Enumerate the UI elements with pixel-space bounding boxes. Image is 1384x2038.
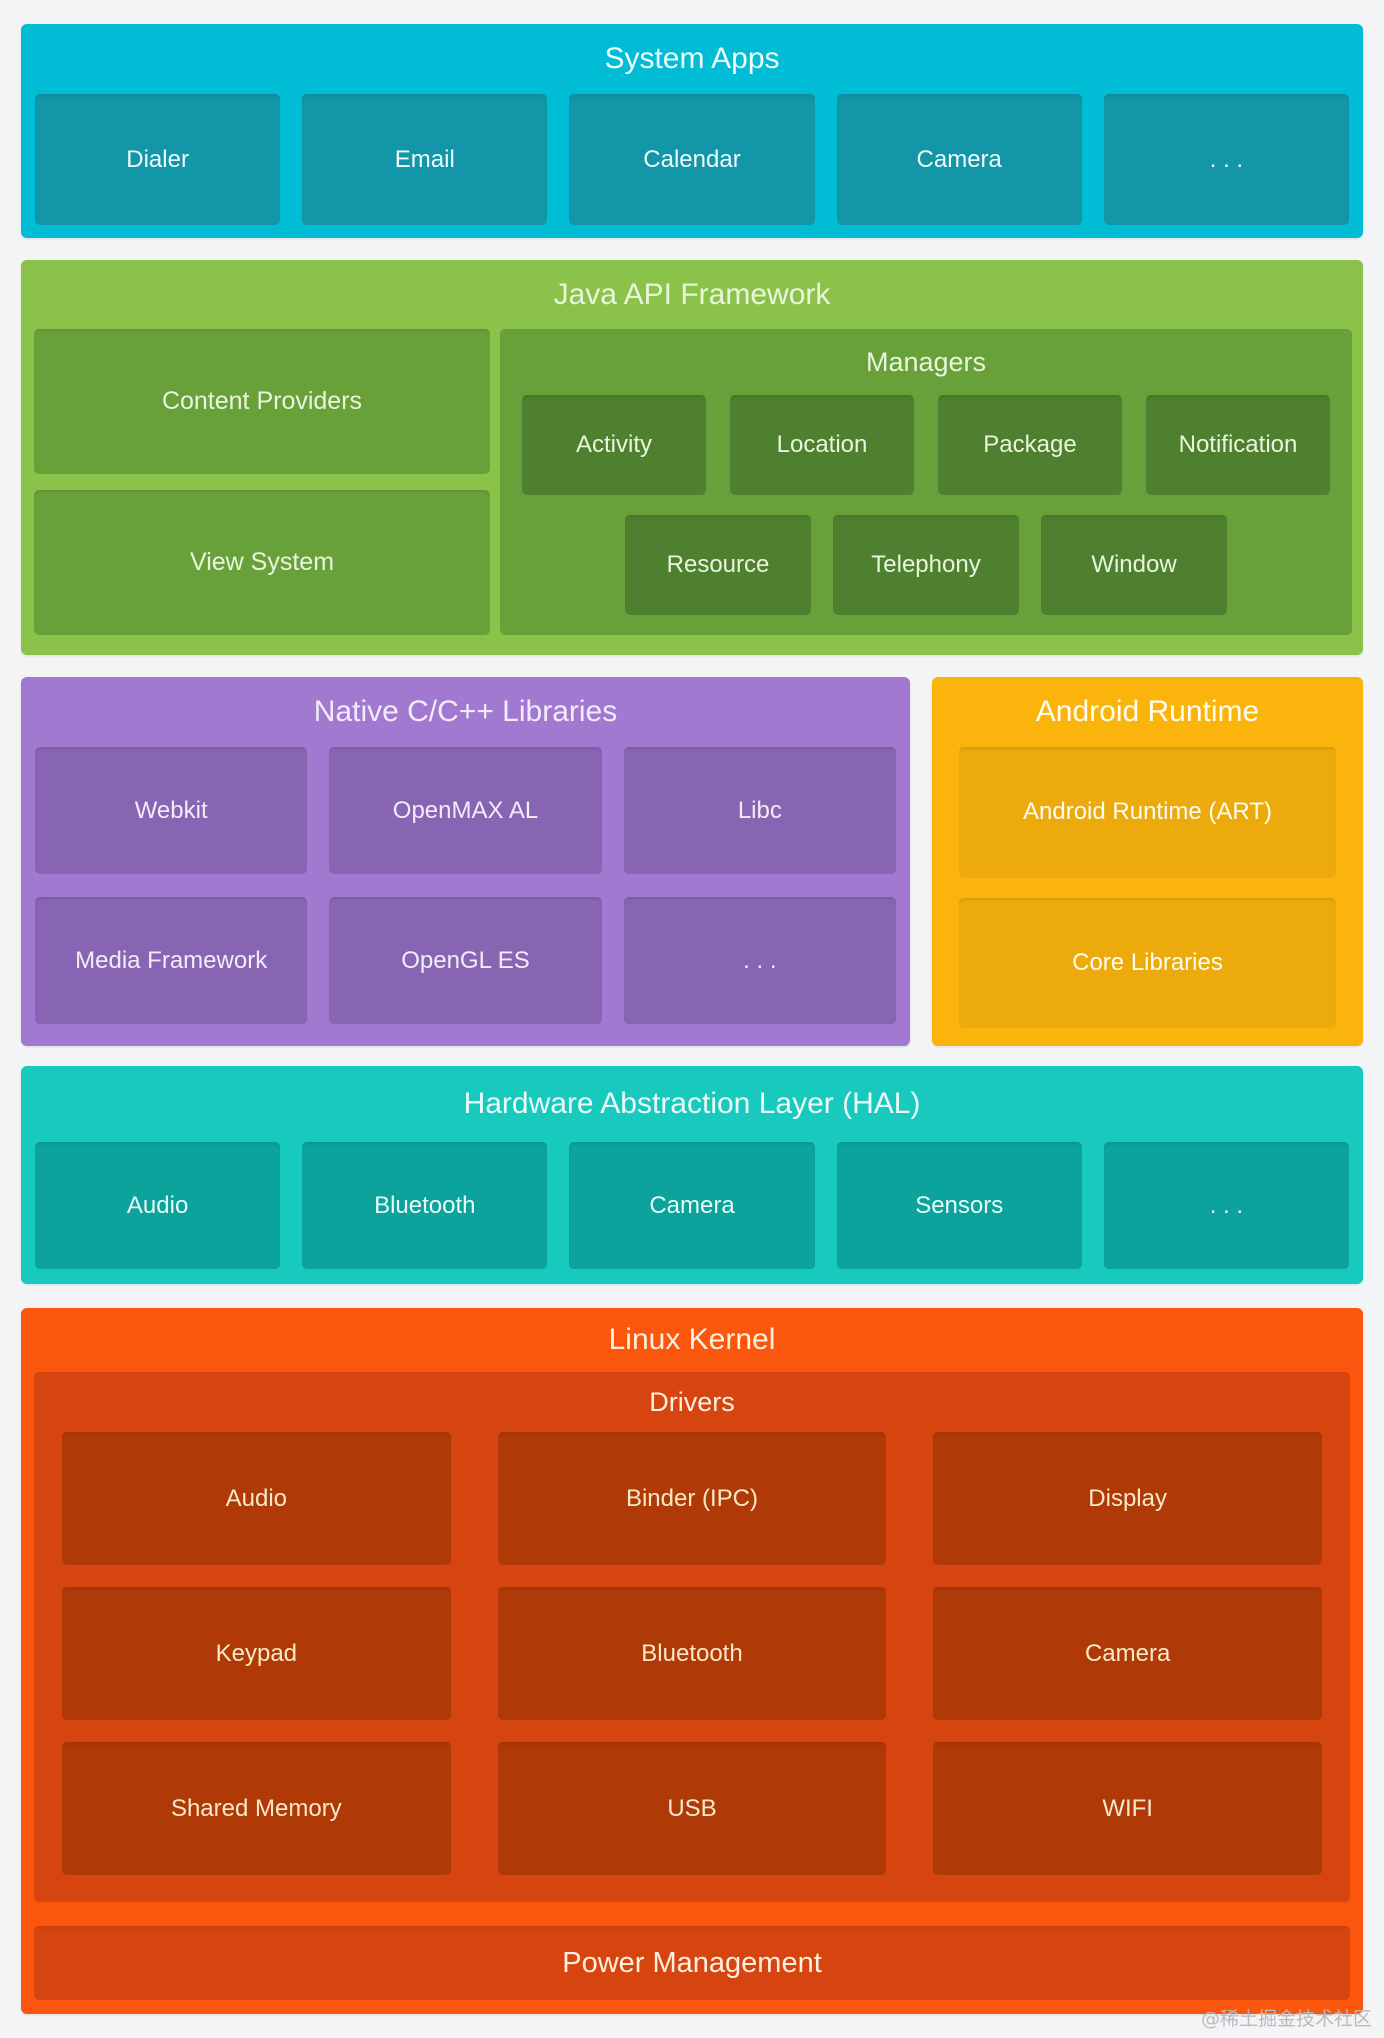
block-email: Email <box>302 94 548 225</box>
block-location-manager: Location <box>730 395 914 495</box>
block-notification-manager: Notification <box>1146 395 1330 495</box>
layer-linux-kernel: Linux Kernel Drivers Audio Binder (IPC) … <box>21 1308 1363 2014</box>
drivers-blocks: Audio Binder (IPC) Display Keypad Blueto… <box>34 1432 1350 1875</box>
native-libraries-title: Native C/C++ Libraries <box>313 695 618 728</box>
block-power-management: Power Management <box>34 1926 1350 2000</box>
drivers-title: Drivers <box>649 1387 735 1417</box>
drivers-group: Drivers Audio Binder (IPC) Display Keypa… <box>34 1372 1350 1902</box>
block-driver-camera: Camera <box>933 1587 1322 1720</box>
watermark: @稀土掘金技术社区 <box>1200 2008 1372 2030</box>
middle-row: Native C/C++ Libraries Webkit OpenMAX AL… <box>21 677 1363 1046</box>
block-hal-sensors: Sensors <box>836 1142 1082 1269</box>
block-activity-manager: Activity <box>522 395 706 495</box>
block-hal-audio: Audio <box>35 1142 281 1269</box>
block-camera-app: Camera <box>836 94 1082 225</box>
block-driver-shared-memory: Shared Memory <box>62 1742 451 1875</box>
block-driver-wifi: WIFI <box>933 1742 1322 1875</box>
block-media-framework: Media Framework <box>35 897 308 1024</box>
layer-java-api-framework: Java API Framework Content Providers Vie… <box>21 260 1363 655</box>
managers-group: Managers Activity Location Package Notif… <box>500 329 1352 635</box>
block-core-libraries: Core Libraries <box>959 897 1336 1028</box>
java-api-body: Content Providers View System Managers A… <box>21 329 1363 655</box>
block-webkit: Webkit <box>35 747 308 874</box>
block-hal-camera: Camera <box>569 1142 815 1269</box>
block-calendar: Calendar <box>569 94 815 225</box>
block-opengl-es: OpenGL ES <box>329 897 602 1024</box>
block-window-manager: Window <box>1041 515 1227 615</box>
block-dialer: Dialer <box>35 94 281 225</box>
layer-native-libraries: Native C/C++ Libraries Webkit OpenMAX AL… <box>21 677 910 1046</box>
block-driver-binder-ipc: Binder (IPC) <box>497 1432 887 1565</box>
block-telephony-manager: Telephony <box>833 515 1019 615</box>
hal-blocks: Audio Bluetooth Camera Sensors . . . <box>21 1142 1363 1269</box>
block-content-providers: Content Providers <box>34 329 490 474</box>
java-api-title: Java API Framework <box>553 278 831 311</box>
block-openmax-al: OpenMAX AL <box>329 747 602 874</box>
block-driver-keypad: Keypad <box>62 1587 451 1720</box>
block-resource-manager: Resource <box>625 515 811 615</box>
system-apps-title: System Apps <box>604 42 780 75</box>
block-more-libraries: . . . <box>623 897 896 1024</box>
block-hal-more: . . . <box>1103 1142 1350 1269</box>
hal-title: Hardware Abstraction Layer (HAL) <box>463 1087 921 1120</box>
block-hal-bluetooth: Bluetooth <box>302 1142 548 1269</box>
block-driver-bluetooth: Bluetooth <box>497 1587 887 1720</box>
native-libraries-blocks: Webkit OpenMAX AL Libc Media Framework O… <box>21 747 910 1024</box>
linux-kernel-title: Linux Kernel <box>608 1323 776 1356</box>
system-apps-blocks: Dialer Email Calendar Camera . . . <box>21 94 1363 225</box>
layer-android-runtime: Android Runtime Android Runtime (ART) Co… <box>932 677 1363 1046</box>
block-driver-usb: USB <box>497 1742 887 1875</box>
managers-row-2: Resource Telephony Window <box>500 515 1352 615</box>
layer-hal: Hardware Abstraction Layer (HAL) Audio B… <box>21 1066 1363 1284</box>
java-api-left-column: Content Providers View System <box>34 329 490 635</box>
block-libc: Libc <box>623 747 896 874</box>
android-runtime-title: Android Runtime <box>1035 695 1260 728</box>
layer-system-apps: System Apps Dialer Email Calendar Camera… <box>21 24 1363 238</box>
block-view-system: View System <box>34 490 490 635</box>
block-android-runtime-art: Android Runtime (ART) <box>959 747 1336 878</box>
android-runtime-blocks: Android Runtime (ART) Core Libraries <box>932 747 1363 1028</box>
block-more-apps: . . . <box>1103 94 1350 225</box>
block-driver-audio: Audio <box>62 1432 451 1565</box>
managers-title: Managers <box>865 347 987 377</box>
managers-row-1: Activity Location Package Notification <box>500 395 1352 495</box>
block-package-manager: Package <box>938 395 1122 495</box>
block-driver-display: Display <box>933 1432 1322 1565</box>
